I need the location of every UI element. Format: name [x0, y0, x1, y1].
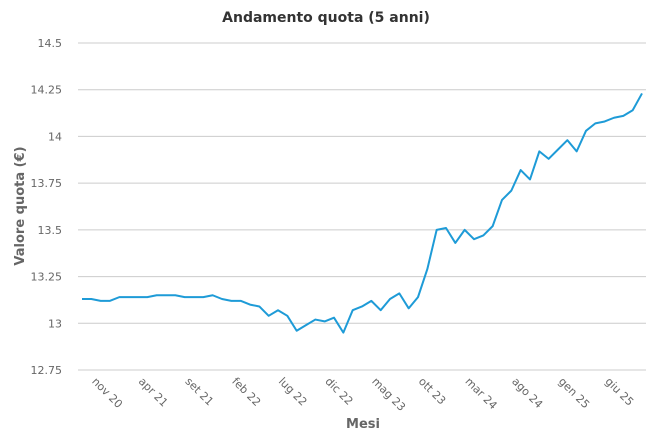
chart-title: Andamento quota (5 anni) — [222, 10, 430, 26]
x-tick-label: set 21 — [183, 375, 216, 408]
x-tick-label: feb 22 — [229, 375, 263, 409]
y-tick-label: 13.5 — [38, 224, 63, 237]
x-tick-label: lug 22 — [276, 375, 310, 409]
y-tick-label: 14.25 — [31, 84, 63, 97]
y-tick-label: 13.75 — [31, 177, 63, 190]
x-tick-label: apr 21 — [136, 375, 170, 409]
y-tick-label: 12.75 — [31, 364, 63, 377]
x-axis-title: Mesi — [346, 417, 380, 432]
y-tick-label: 14.5 — [38, 37, 63, 50]
x-tick-label: ott 23 — [416, 375, 448, 407]
x-tick-label: ago 24 — [509, 375, 545, 411]
x-tick-label: gen 25 — [556, 375, 592, 411]
y-tick-label: 14 — [48, 130, 62, 143]
y-axis-title: Valore quota (€) — [13, 146, 28, 265]
x-tick-label: nov 20 — [89, 375, 125, 411]
y-tick-label: 13.25 — [31, 271, 63, 284]
data-line — [82, 92, 643, 334]
x-tick-label: mag 23 — [369, 375, 408, 414]
x-tick-label: giu 25 — [603, 375, 637, 409]
y-tick-label: 13 — [48, 317, 62, 330]
x-tick-label: dic 22 — [323, 375, 356, 408]
x-tick-label: mar 24 — [463, 375, 500, 412]
